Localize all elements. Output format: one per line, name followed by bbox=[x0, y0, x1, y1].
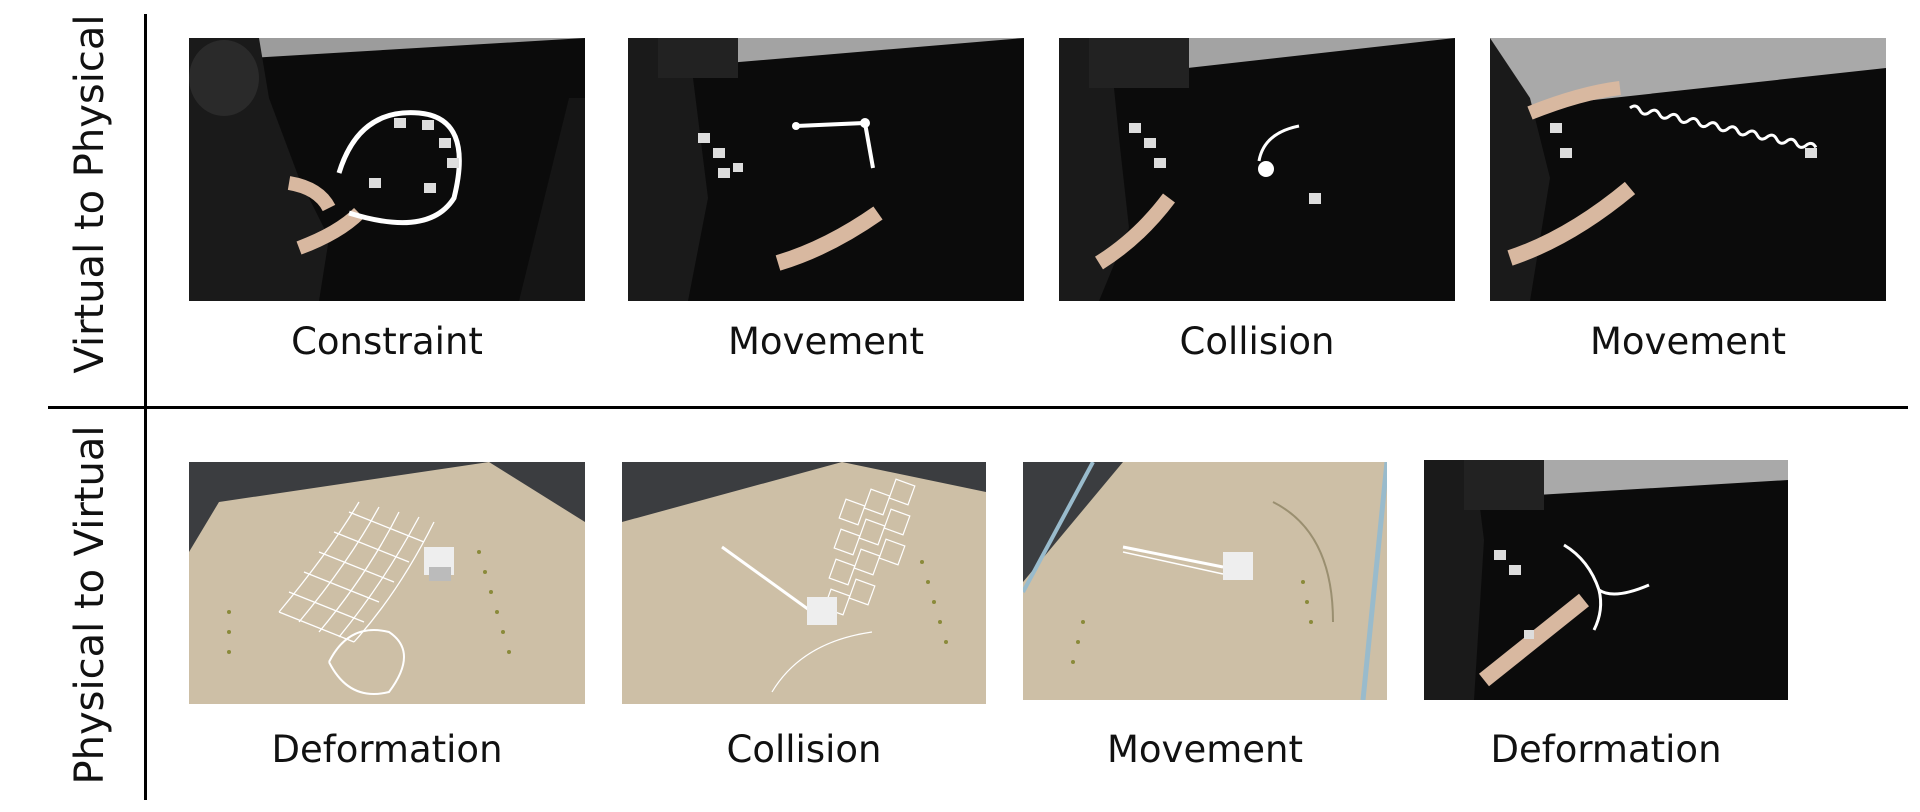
caption-movement-1: Movement bbox=[728, 320, 924, 363]
photo-collision-1 bbox=[1059, 38, 1455, 301]
row-label-virtual-to-physical: Virtual to Physical bbox=[67, 14, 113, 374]
photo-movement-2 bbox=[1490, 38, 1886, 301]
photo-collision-2 bbox=[622, 462, 986, 704]
caption-movement-2: Movement bbox=[1590, 320, 1786, 363]
photo-movement-3 bbox=[1023, 462, 1387, 700]
caption-deformation-1: Deformation bbox=[271, 728, 503, 771]
photo-movement-1 bbox=[628, 38, 1024, 301]
horizontal-divider bbox=[48, 406, 1908, 409]
caption-collision-1: Collision bbox=[1179, 320, 1335, 363]
row-label-physical-to-virtual: Physical to Virtual bbox=[67, 425, 113, 785]
caption-movement-3: Movement bbox=[1107, 728, 1303, 771]
caption-deformation-2: Deformation bbox=[1490, 728, 1722, 771]
caption-collision-2: Collision bbox=[726, 728, 882, 771]
photo-constraint bbox=[189, 38, 585, 301]
photo-deformation-1 bbox=[189, 462, 585, 704]
caption-constraint: Constraint bbox=[291, 320, 483, 363]
photo-deformation-2 bbox=[1424, 460, 1788, 700]
